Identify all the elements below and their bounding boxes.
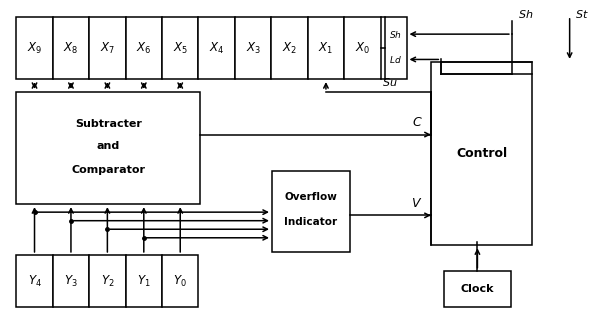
Text: $Y_{0}$: $Y_{0}$ [173, 274, 187, 288]
Bar [53, 17, 89, 79]
Text: $Ld$: $Ld$ [389, 54, 402, 65]
Text: Clock: Clock [461, 284, 494, 294]
Bar [17, 17, 53, 79]
Text: $Y_{4}$: $Y_{4}$ [28, 274, 41, 288]
Text: Comparator: Comparator [71, 165, 145, 175]
Text: $X_{0}$: $X_{0}$ [355, 41, 370, 56]
Text: $X_{4}$: $X_{4}$ [209, 41, 224, 56]
Bar [162, 255, 198, 307]
Text: $V$: $V$ [411, 197, 422, 210]
Bar [235, 17, 271, 79]
Text: $Su$: $Su$ [382, 76, 398, 88]
Text: $X_{8}$: $X_{8}$ [63, 41, 78, 56]
Bar [17, 255, 53, 307]
Bar [126, 17, 162, 79]
Text: $St$: $St$ [575, 8, 589, 20]
Bar [89, 17, 126, 79]
Text: $X_{1}$: $X_{1}$ [319, 41, 333, 56]
Bar [431, 62, 532, 245]
Text: Indicator: Indicator [284, 217, 337, 227]
Text: $X_{2}$: $X_{2}$ [282, 41, 297, 56]
Text: $Y_{1}$: $Y_{1}$ [137, 274, 150, 288]
Text: $Sh$: $Sh$ [517, 8, 533, 20]
Text: Subtracter: Subtracter [75, 119, 142, 129]
Text: $X_{7}$: $X_{7}$ [100, 41, 115, 56]
Text: $C$: $C$ [411, 116, 422, 129]
Text: $Sh$: $Sh$ [389, 29, 402, 40]
Text: $X_{5}$: $X_{5}$ [173, 41, 188, 56]
Bar [385, 17, 407, 79]
Bar [17, 92, 200, 204]
Text: and: and [97, 141, 120, 151]
Text: $Y_{3}$: $Y_{3}$ [64, 274, 78, 288]
Text: Overflow: Overflow [284, 192, 337, 202]
Text: $X_{6}$: $X_{6}$ [136, 41, 152, 56]
Text: Control: Control [456, 147, 507, 160]
Bar [53, 255, 89, 307]
Bar [272, 171, 350, 252]
Bar [308, 17, 344, 79]
Bar [198, 17, 235, 79]
Bar [344, 17, 381, 79]
Bar [126, 255, 162, 307]
Text: $X_{9}$: $X_{9}$ [27, 41, 42, 56]
Text: $X_{3}$: $X_{3}$ [245, 41, 261, 56]
Bar [444, 271, 511, 307]
Bar [271, 17, 308, 79]
Text: $Y_{2}$: $Y_{2}$ [100, 274, 114, 288]
Bar [89, 255, 126, 307]
Bar [162, 17, 198, 79]
